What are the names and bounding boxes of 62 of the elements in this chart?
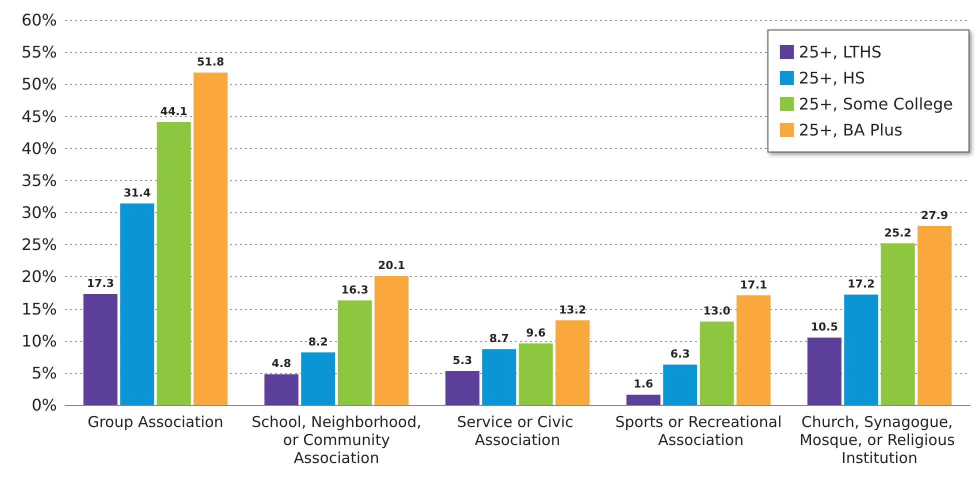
y-tick-label: 60% <box>21 10 57 30</box>
data-label: 17.1 <box>740 278 768 292</box>
y-tick-label: 40% <box>21 138 57 158</box>
data-label: 25.2 <box>884 226 912 240</box>
bar <box>374 276 409 405</box>
y-tick-label: 50% <box>21 74 57 94</box>
bar <box>83 294 118 405</box>
data-label: 44.1 <box>160 105 188 118</box>
data-label: 13.0 <box>703 304 731 318</box>
y-tick-label: 20% <box>21 267 57 286</box>
data-label: 5.3 <box>452 354 472 367</box>
bar <box>194 72 228 405</box>
data-label: 6.3 <box>670 348 690 361</box>
data-label: 27.9 <box>921 208 948 222</box>
bar <box>120 204 154 405</box>
bar <box>626 394 660 405</box>
data-label: 17.2 <box>848 278 875 291</box>
bar <box>918 226 952 405</box>
y-tick-label: 35% <box>21 170 57 190</box>
x-tick-label: School, Neighborhood, or Community Association <box>252 413 422 467</box>
bar <box>556 320 590 405</box>
bar <box>844 294 878 405</box>
y-tick-label: 25% <box>21 235 57 254</box>
bar <box>156 122 191 405</box>
data-label: 20.1 <box>378 259 406 272</box>
data-label: 1.6 <box>634 378 654 391</box>
legend-label: 25+, LTHS <box>798 42 882 62</box>
bar <box>880 243 915 405</box>
y-tick-label: 55% <box>21 42 57 62</box>
data-label: 10.5 <box>810 320 838 334</box>
y-tick-label: 5% <box>32 363 57 382</box>
legend-label: 25+, Some College <box>798 94 953 114</box>
bar <box>301 352 336 405</box>
y-tick-label: 10% <box>21 331 57 350</box>
data-label: 51.8 <box>197 56 224 69</box>
data-label: 8.7 <box>489 332 509 346</box>
data-label: 17.3 <box>86 276 114 290</box>
y-tick-label: 45% <box>21 106 57 126</box>
bar <box>338 300 372 405</box>
bar <box>736 295 771 405</box>
data-label: 8.2 <box>308 335 328 348</box>
bar <box>482 349 516 405</box>
data-label: 31.4 <box>124 186 152 200</box>
data-label: 13.2 <box>559 303 586 316</box>
bar <box>663 364 698 405</box>
x-tick-label: Church, Synagogue, Mosque, or Religious Institution <box>799 413 960 467</box>
data-label: 16.3 <box>341 283 368 296</box>
x-tick-label: Group Association <box>88 413 224 431</box>
bar <box>445 370 480 405</box>
bar <box>700 322 734 405</box>
data-label: 9.6 <box>526 326 546 340</box>
bar <box>264 374 298 405</box>
y-tick-label: 0% <box>32 396 57 414</box>
legend-label: 25+, BA Plus <box>798 120 902 140</box>
y-tick-label: 30% <box>21 203 57 222</box>
x-tick-label: Sports or Recreational Association <box>615 413 782 449</box>
x-tick-label: Service or Civic Association <box>456 413 578 449</box>
data-label: 4.8 <box>272 357 292 370</box>
legend-label: 25+, HS <box>798 68 866 88</box>
bar <box>807 338 842 405</box>
y-tick-label: 15% <box>21 299 57 318</box>
bar <box>518 343 553 405</box>
